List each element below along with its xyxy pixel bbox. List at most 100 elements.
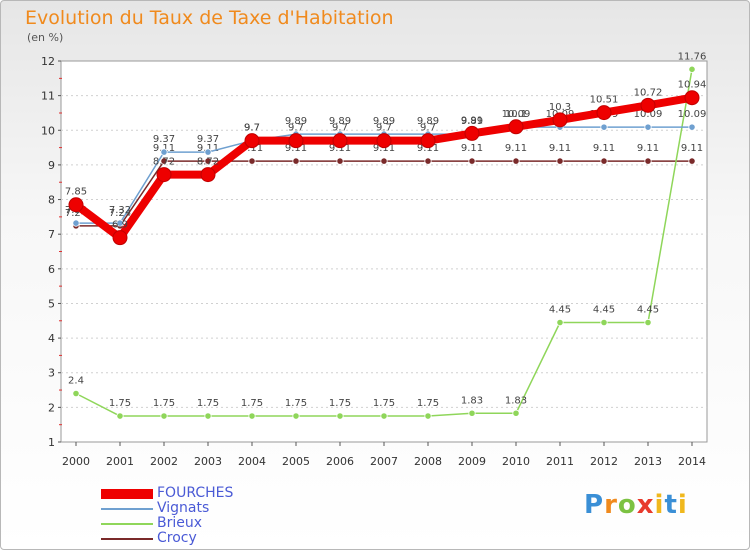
data-label-crocy: 7.24 [65, 208, 87, 219]
x-tick-label: 2002 [150, 455, 178, 468]
data-point-fourches [112, 230, 128, 246]
x-tick-label: 2006 [326, 455, 354, 468]
data-point-brieux [424, 412, 432, 420]
x-tick-label: 2012 [590, 455, 618, 468]
legend-item-brieux: Brieux [101, 516, 233, 531]
plot-area [60, 60, 708, 443]
y-tick-label: 1 [48, 436, 55, 449]
data-point-brieux [644, 318, 652, 327]
data-point-fourches [640, 97, 656, 113]
data-label-crocy: 7.24 [109, 208, 131, 219]
data-point-vignats [204, 148, 212, 156]
data-label-brieux: 1.75 [153, 398, 175, 409]
data-label-vignats: 9.37 [197, 134, 219, 145]
data-label-crocy: 9.11 [329, 143, 351, 154]
data-label-fourches: 9.7 [288, 123, 304, 134]
legend-item-vignats: Vignats [101, 501, 233, 516]
data-label-crocy: 9.11 [285, 143, 307, 154]
legend-label-fourches: FOURCHES [157, 485, 234, 501]
x-tick-label: 2007 [370, 455, 398, 468]
data-label-brieux: 1.75 [285, 398, 307, 409]
legend-swatch-vignats [101, 507, 153, 510]
x-tick-label: 2013 [634, 455, 662, 468]
data-point-vignats [688, 123, 696, 131]
data-label-brieux: 4.45 [593, 305, 615, 316]
data-label-crocy: 9.11 [417, 143, 439, 154]
data-label-vignats: 9.89 [285, 116, 307, 127]
data-point-crocy [644, 157, 652, 165]
data-point-vignats [600, 123, 608, 131]
chart-title: Evolution du Taux de Taxe d'Habitation [25, 7, 394, 29]
data-point-crocy [292, 157, 300, 165]
data-label-fourches: 10.94 [678, 80, 707, 91]
data-label-brieux: 1.83 [461, 395, 483, 406]
data-label-fourches: 6.9 [112, 220, 128, 231]
data-point-brieux [336, 412, 344, 420]
x-tick-label: 2009 [458, 455, 486, 468]
data-label-fourches: 8.72 [197, 157, 219, 168]
data-point-crocy [424, 157, 432, 165]
legend-swatch-fourches [101, 488, 153, 499]
data-label-fourches: 8.72 [153, 157, 175, 168]
x-tick-label: 2008 [414, 455, 442, 468]
data-label-fourches: 9.7 [244, 123, 260, 134]
data-label-vignats: 10.09 [634, 109, 663, 120]
data-point-fourches [684, 90, 700, 106]
data-label-vignats: 9.89 [373, 116, 395, 127]
data-label-crocy: 9.11 [593, 143, 615, 154]
data-label-fourches: 9.91 [461, 115, 483, 126]
legend-swatch-brieux [101, 522, 153, 525]
y-tick-label: 7 [48, 228, 55, 241]
data-point-brieux [248, 412, 256, 420]
data-label-brieux: 1.75 [109, 398, 131, 409]
data-point-crocy [468, 157, 476, 165]
data-label-brieux: 11.76 [678, 51, 707, 62]
data-point-fourches [508, 119, 524, 135]
data-label-brieux: 1.75 [197, 398, 219, 409]
data-label-vignats: 7.32 [109, 205, 131, 216]
data-point-crocy [600, 157, 608, 165]
data-point-brieux [204, 412, 212, 420]
x-tick-label: 2014 [678, 455, 706, 468]
data-label-brieux: 1.75 [241, 398, 263, 409]
data-point-vignats [116, 219, 124, 227]
data-label-crocy: 9.11 [373, 143, 395, 154]
data-point-brieux [688, 65, 696, 73]
data-label-brieux: 1.75 [417, 398, 439, 409]
data-point-fourches [200, 167, 216, 183]
data-point-brieux [160, 412, 168, 420]
legend-label-vignats: Vignats [157, 500, 210, 516]
data-point-fourches [244, 133, 260, 149]
y-tick-label: 9 [48, 159, 55, 172]
data-point-brieux [556, 318, 564, 327]
x-tick-label: 2010 [502, 455, 530, 468]
data-label-brieux: 1.83 [505, 395, 527, 406]
data-label-brieux: 4.45 [549, 305, 571, 316]
data-point-fourches [552, 112, 568, 128]
data-label-brieux: 1.75 [329, 398, 351, 409]
data-label-fourches: 9.7 [332, 123, 348, 134]
data-label-brieux: 1.75 [373, 398, 395, 409]
legend-swatch-crocy [101, 537, 153, 540]
legend-item-crocy: Crocy [101, 531, 233, 546]
data-label-fourches: 10.72 [634, 87, 663, 98]
data-label-vignats: 9.89 [417, 116, 439, 127]
legend-item-fourches: FOURCHES [101, 486, 233, 501]
y-tick-label: 10 [41, 124, 55, 137]
x-tick-label: 2001 [106, 455, 134, 468]
data-point-crocy [336, 157, 344, 165]
data-point-crocy [512, 157, 520, 165]
legend-label-brieux: Brieux [157, 515, 203, 531]
data-point-fourches [332, 133, 348, 149]
data-label-crocy: 9.11 [461, 143, 483, 154]
data-label-crocy: 9.11 [241, 143, 263, 154]
y-tick-label: 6 [48, 263, 55, 276]
y-tick-label: 8 [48, 194, 55, 207]
data-point-fourches [420, 133, 436, 149]
data-point-brieux [72, 389, 80, 398]
data-point-fourches [376, 133, 392, 149]
data-label-fourches: 10.51 [590, 95, 619, 106]
y-tick-label: 4 [48, 332, 55, 345]
y-tick-label: 5 [48, 297, 55, 310]
data-point-crocy [204, 157, 212, 165]
